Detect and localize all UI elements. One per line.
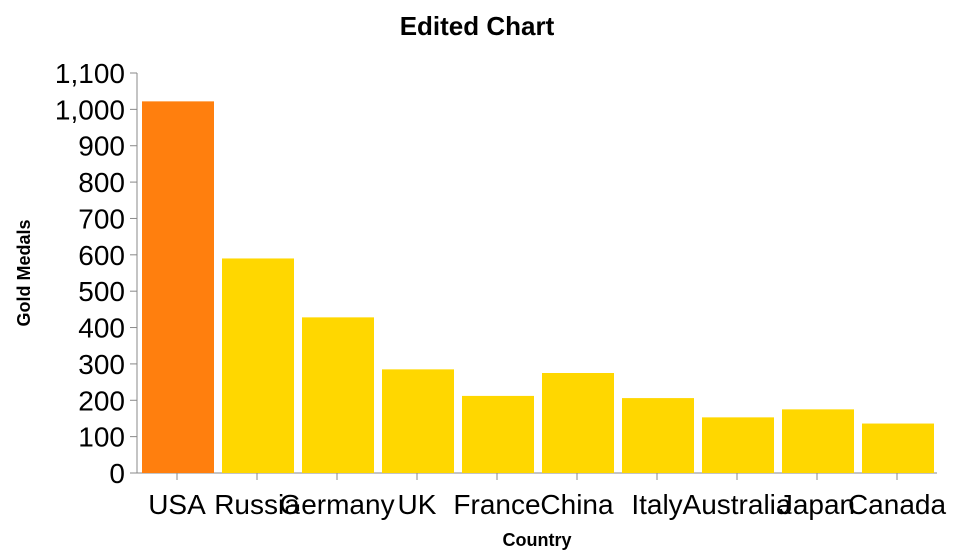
x-tick-label: Japan	[779, 489, 855, 520]
y-tick-label: 600	[78, 240, 125, 271]
x-tick-label: Germany	[279, 489, 394, 520]
y-tick-label: 500	[78, 276, 125, 307]
y-axis: 0 100 200 300 400 500 600 700 800 900 1,000 1,100	[55, 58, 138, 489]
x-tick-label: Italy	[631, 489, 682, 520]
y-tick-label: 1,100	[55, 58, 125, 89]
bar-italy[interactable]	[622, 398, 694, 473]
y-tick-label: 300	[78, 349, 125, 380]
x-tick-label: USA	[148, 489, 206, 520]
y-tick-label: 1,000	[55, 94, 125, 125]
x-tick-label: Russia	[214, 489, 300, 520]
y-tick-label: 700	[78, 203, 125, 234]
bar-usa[interactable]	[142, 101, 214, 473]
bar-china[interactable]	[542, 373, 614, 473]
x-axis-title: Country	[503, 530, 572, 550]
bar-germany[interactable]	[302, 317, 374, 473]
bar-uk[interactable]	[382, 369, 454, 473]
y-tick-label: 400	[78, 313, 125, 344]
y-tick-label: 900	[78, 131, 125, 162]
x-tick-label: Canada	[848, 489, 947, 520]
bar-france[interactable]	[462, 395, 534, 473]
bar-canada[interactable]	[862, 423, 934, 473]
x-tick-label: France	[453, 489, 540, 520]
y-tick-label: 200	[78, 385, 125, 416]
y-tick-label: 800	[78, 167, 125, 198]
x-tick-label: UK	[398, 489, 437, 520]
bar-japan[interactable]	[782, 409, 854, 473]
y-axis-title: Gold Medals	[14, 219, 34, 326]
bar-russia[interactable]	[222, 258, 294, 473]
bars	[142, 101, 934, 473]
x-tick-label: Australia	[683, 489, 792, 520]
x-tick-label: China	[540, 489, 614, 520]
y-tick-label: 0	[109, 458, 125, 489]
chart-title: Edited Chart	[400, 11, 555, 41]
y-tick-label: 100	[78, 422, 125, 453]
bar-australia[interactable]	[702, 417, 774, 473]
